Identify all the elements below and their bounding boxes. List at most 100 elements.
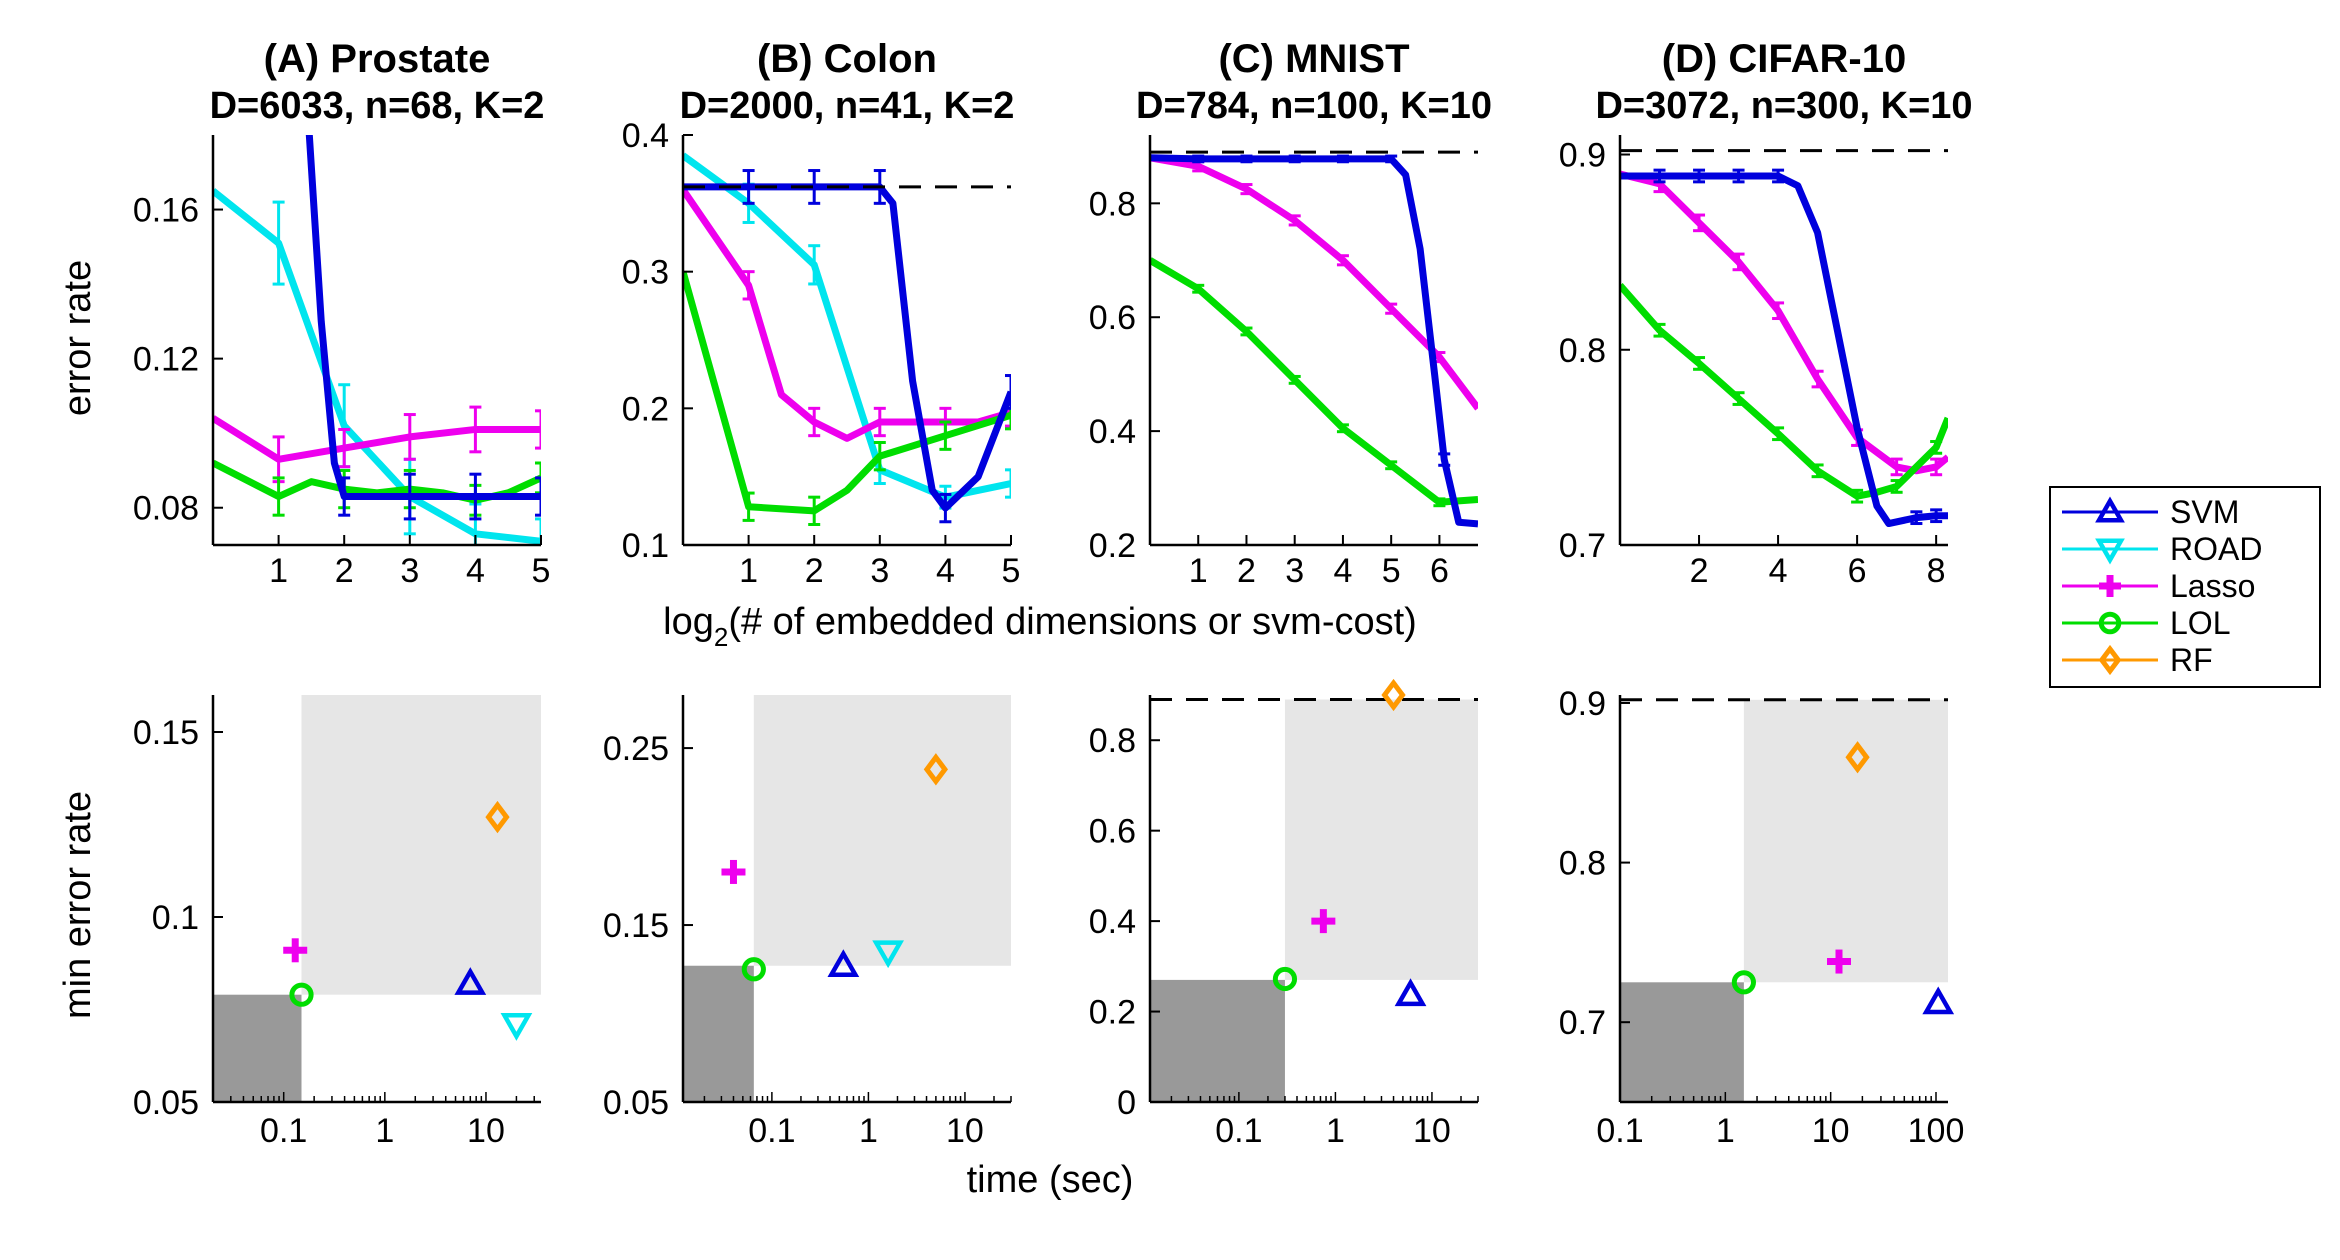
x-tick-label: 1: [1326, 1112, 1345, 1150]
bottom-x-axis-label: time (sec): [967, 1159, 1134, 1201]
panel-subtitle: D=2000, n=41, K=2: [680, 85, 1015, 127]
x-tick-label: 1: [269, 552, 288, 590]
panel-title: (D) CIFAR-10: [1662, 37, 1906, 81]
x-tick-label: 5: [1002, 552, 1021, 590]
y-tick-label: 0.12: [133, 341, 199, 379]
legend-marker-lol: [2098, 611, 2122, 635]
point-lol: [741, 957, 766, 982]
y-tick-label: 0.6: [1089, 813, 1136, 851]
y-tick-label: 0.9: [1559, 685, 1606, 723]
series-line-lasso: [1150, 154, 1478, 411]
x-tick-label: 10: [946, 1112, 984, 1150]
point-rf: [1845, 741, 1870, 774]
series-line-svm: [1620, 172, 1948, 528]
x-tick-label: 10: [1413, 1112, 1451, 1150]
point-lol: [1272, 966, 1298, 992]
point-road: [500, 1013, 533, 1041]
legend-label-svm: SVM: [2170, 494, 2239, 530]
series-line-svm: [1150, 154, 1478, 528]
x-tick-label: 6: [1430, 552, 1449, 590]
y-tick-label: 0.6: [1089, 299, 1136, 337]
series-line-lol: [1620, 283, 1948, 500]
point-rf: [485, 800, 510, 834]
x-tick-label: 4: [1769, 552, 1788, 590]
series-line-lasso: [683, 187, 1011, 442]
panel-title: (B) Colon: [757, 37, 937, 81]
legend-marker-rf: [2098, 644, 2122, 676]
point-svm: [454, 967, 487, 995]
panel-subtitle: D=6033, n=68, K=2: [210, 85, 545, 127]
y-tick-label: 0.2: [1089, 527, 1136, 565]
dark-region: [1620, 982, 1744, 1102]
x-tick-label: 1: [375, 1112, 394, 1150]
point-svm: [1394, 978, 1427, 1007]
x-tick-label: 0.1: [260, 1112, 307, 1150]
y-tick-label: 0.2: [622, 390, 669, 428]
x-tick-label: 1: [739, 552, 758, 590]
y-tick-label: 0.1: [152, 899, 199, 937]
x-tick-label: 8: [1927, 552, 1946, 590]
series-line-svm: [683, 183, 1011, 512]
y-tick-label: 0.15: [603, 907, 669, 945]
x-tick-label: 10: [467, 1112, 505, 1150]
series-line-lol: [683, 270, 1011, 515]
y-tick-label: 0: [1117, 1084, 1136, 1122]
x-tick-label: 0.1: [1215, 1112, 1262, 1150]
point-svm: [1922, 986, 1955, 1015]
dark-region: [683, 965, 754, 1102]
panel-title: (C) MNIST: [1218, 37, 1409, 81]
top-x-axis-label: log2(# of embedded dimensions or svm-cos…: [663, 601, 1417, 652]
legend-label-lasso: Lasso: [2170, 568, 2255, 604]
y-tick-label: 0.9: [1559, 137, 1606, 175]
series-line-road: [213, 188, 541, 545]
point-lasso: [1311, 909, 1336, 934]
x-tick-label: 2: [1237, 552, 1256, 590]
point-lasso: [721, 859, 746, 884]
top-y-axis-label: error rate: [57, 260, 99, 416]
panel-title: (A) Prostate: [264, 37, 491, 81]
x-tick-label: 5: [532, 552, 551, 590]
x-tick-label: 10: [1812, 1112, 1850, 1150]
point-svm: [827, 949, 860, 977]
light-region: [1284, 699, 1478, 980]
panel-subtitle: D=784, n=100, K=10: [1136, 85, 1492, 127]
y-tick-label: 0.3: [622, 254, 669, 292]
bottom-plot-area: 0.1 1 10 0.05 0.15 0.25: [603, 695, 1012, 1150]
x-tick-label: 1: [1189, 552, 1208, 590]
x-tick-label: 1: [859, 1112, 878, 1150]
top-plot-area: [1620, 168, 1948, 528]
y-tick-label: 0.2: [1089, 994, 1136, 1032]
point-lasso: [1827, 949, 1852, 974]
x-tick-label: 3: [1285, 552, 1304, 590]
y-tick-label: 0.7: [1559, 1004, 1606, 1042]
light-region: [753, 695, 1011, 966]
y-tick-label: 0.4: [1089, 413, 1136, 451]
legend-marker-svm: [2095, 496, 2125, 523]
top-plot-area: [1150, 154, 1478, 528]
x-tick-label: 1: [1716, 1112, 1735, 1150]
point-rf: [923, 753, 949, 786]
x-tick-label: 5: [1382, 552, 1401, 590]
y-tick-label: 0.25: [603, 730, 669, 768]
light-region: [301, 695, 541, 995]
x-tick-label: 0.1: [1596, 1112, 1643, 1150]
x-tick-label: 100: [1908, 1112, 1965, 1150]
series-line-lol: [1150, 257, 1478, 506]
top-plot-area: [683, 152, 1011, 526]
point-rf: [1381, 678, 1406, 712]
x-tick-label: 2: [1690, 552, 1709, 590]
legend-label-lol: LOL: [2170, 605, 2230, 641]
y-tick-label: 0.8: [1559, 332, 1606, 370]
top-plot-area: [213, 135, 541, 545]
x-tick-label: 2: [805, 552, 824, 590]
point-road: [872, 940, 904, 969]
x-tick-label: 4: [936, 552, 955, 590]
x-tick-label: 2: [335, 552, 354, 590]
legend-label-rf: RF: [2170, 642, 2213, 678]
point-lol: [1731, 970, 1756, 995]
bottom-y-axis-label: min error rate: [57, 791, 99, 1019]
legend-marker-road: [2095, 538, 2125, 565]
